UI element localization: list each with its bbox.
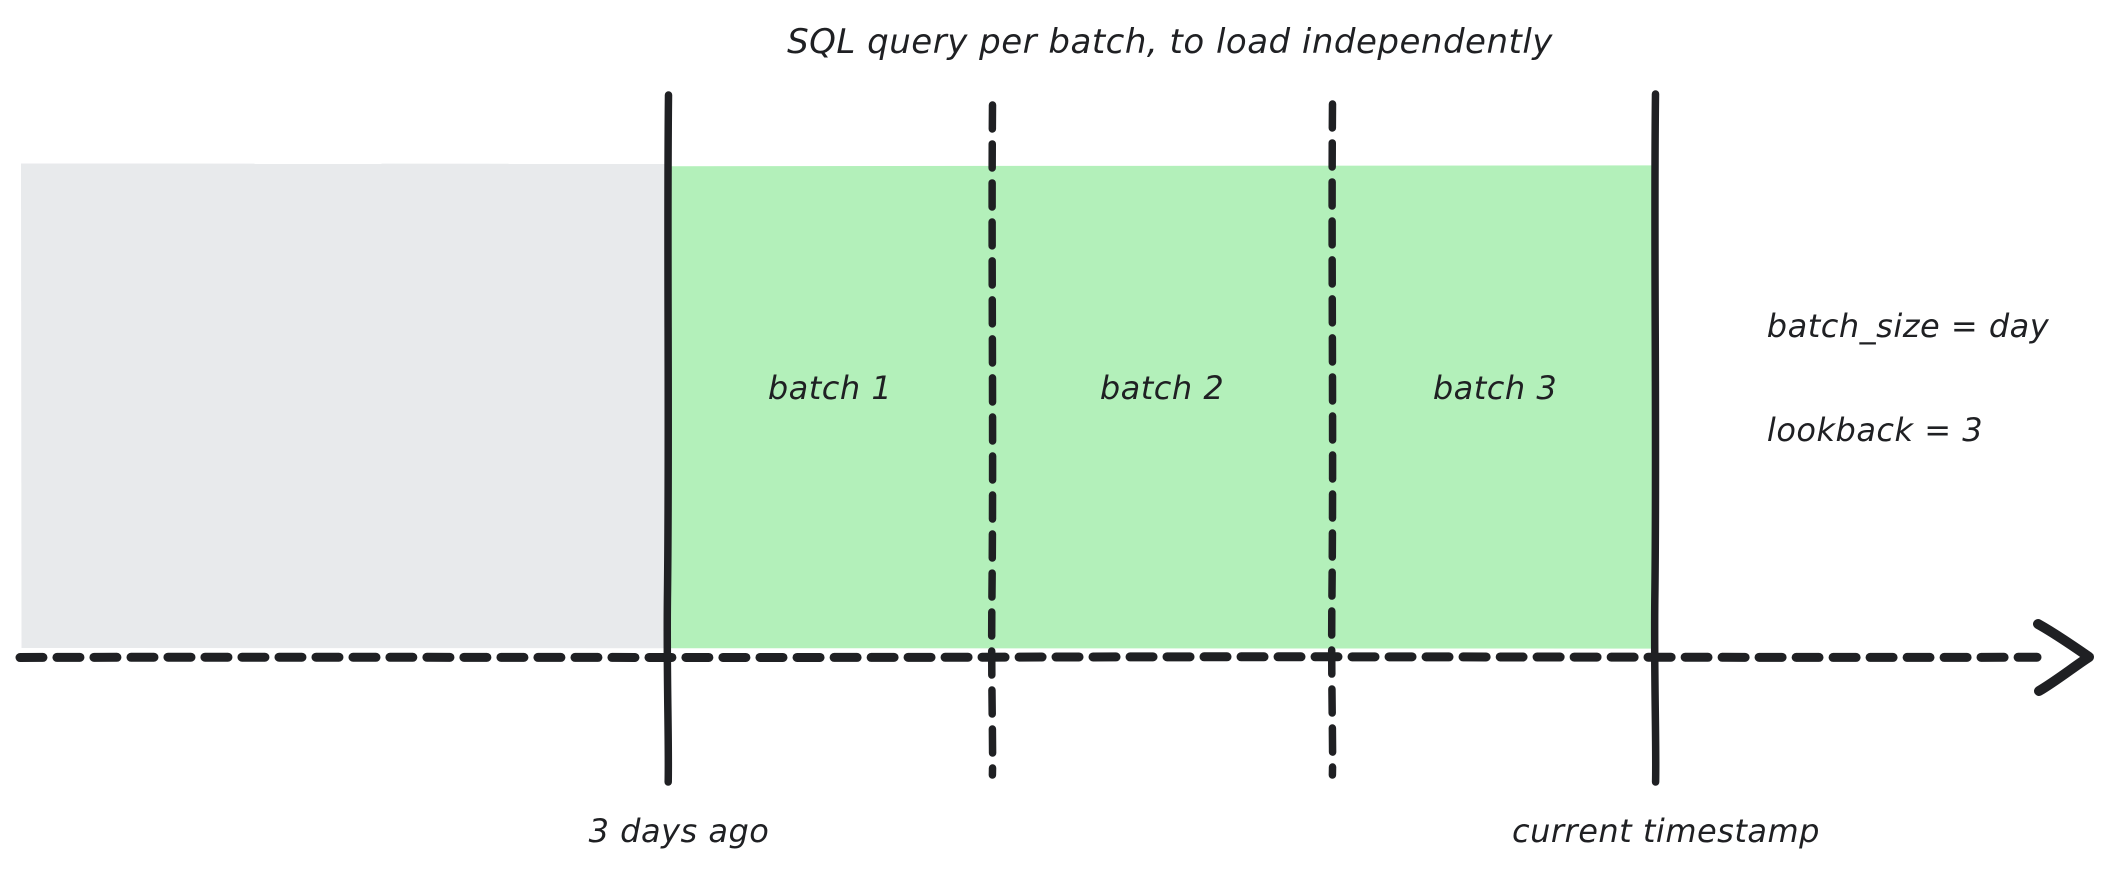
batch-label-3: batch 3	[1432, 369, 1558, 407]
diagram-title: SQL query per batch, to load independent…	[787, 22, 1553, 62]
past-region-fill	[21, 163, 668, 649]
lookback-window-fill	[668, 165, 1656, 649]
batch-label-1: batch 1	[767, 369, 893, 407]
boundary-line-current-timestamp	[1650, 90, 1660, 786]
batch-label-2: batch 2	[1099, 369, 1225, 407]
axis-label-current-timestamp: current timestamp	[1512, 812, 1820, 850]
time-axis-line	[15, 652, 2042, 662]
boundary-line-3-days-ago	[663, 91, 673, 786]
axis-label-3-days-ago: 3 days ago	[588, 812, 770, 850]
divider-line-batch-2-3	[1327, 100, 1337, 779]
annotation-lookback: lookback = 3	[1766, 411, 1984, 449]
annotation-batch-size: batch_size = day	[1766, 307, 2050, 345]
divider-line-batch-1-2	[987, 101, 997, 779]
right-arrow-icon	[2033, 619, 2094, 696]
